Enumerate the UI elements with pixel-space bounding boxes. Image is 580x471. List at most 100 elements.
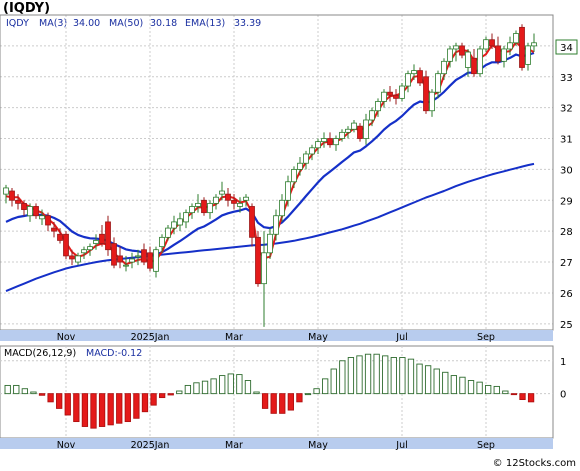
candle [129,252,135,269]
macd-bar [176,390,183,395]
candle [321,132,327,148]
macd-bar [124,393,131,423]
candle [273,209,279,241]
candle [477,45,483,77]
candle-body [495,45,501,62]
candle-body [291,169,297,183]
candle [225,187,231,207]
candle-body [309,147,315,155]
macd-tick-label: 0 [560,390,566,401]
legend-ma50-value: 30.18 [150,18,177,29]
candle [93,234,99,250]
candle [159,234,165,253]
candle-body [15,199,21,204]
macd-bar [270,393,277,414]
macd-bar [201,380,209,395]
candle-body [519,26,525,68]
macd-bar [399,357,406,395]
candle-body [411,70,417,75]
candle [453,42,459,62]
candle-body [507,42,513,50]
candle-body [405,73,411,87]
candle [507,36,513,56]
macd-legend-value: MACD:-0.12 [86,348,142,359]
macd-bar [485,384,492,395]
macd-bar [459,376,466,395]
candle [339,129,345,142]
candle [75,252,81,266]
candle-body [477,48,483,75]
candle [105,215,111,256]
candle-body [399,85,405,99]
macd-bar [253,391,260,395]
candle-body [375,101,381,112]
macd-bar [116,393,123,424]
macd-bar [98,393,106,427]
candle [27,203,33,222]
candle [195,194,201,213]
candle-body [459,45,465,56]
candle-body [9,190,15,201]
price-tick-label: 32 [560,104,573,115]
candle [171,215,177,235]
price-gridlines [0,15,553,330]
candle-body [393,94,399,99]
macd-bar [467,380,475,395]
candle [141,243,147,266]
macd-bar [193,382,200,395]
last-price-box [555,39,578,55]
macd-legend-label: MACD(26,12,9) [4,348,76,359]
candle-body [171,221,177,229]
price-tick-label: 28 [560,227,573,238]
macd-bar [219,375,226,395]
candle [219,181,225,201]
candle [423,70,429,114]
candle [345,126,351,139]
macd-bar [347,357,355,395]
candle-body [27,206,33,217]
candle-body [45,215,51,226]
candle-body [165,227,171,238]
candle-body [243,196,249,201]
candle [231,194,237,210]
last-price-marker: 34 [555,39,578,55]
candle [399,82,405,102]
candle [501,45,507,68]
macd-bar [150,393,157,406]
macd-bar [158,393,166,399]
candle-body [321,138,327,143]
candle [111,237,117,269]
macd-tick-label: 1 [560,357,566,368]
macd-bar [4,384,11,395]
candle-body [303,153,309,164]
date-label: Mar [225,440,243,451]
date-label: Nov [57,440,76,451]
candle [483,36,489,53]
macd-bar [364,353,372,395]
candle [297,157,303,176]
candle [525,42,531,71]
candle-body [129,258,135,263]
legend-ma3-value: 34.00 [73,18,100,29]
candle [213,194,219,210]
price-axis: 25 26 27 28 29 30 31 32 33 34 [560,42,573,331]
macd-bar [56,393,63,409]
candle-body [297,162,303,170]
macd-bar [296,393,303,403]
candle-body [465,51,471,68]
macd-bar [261,393,269,409]
candle-body [231,199,237,204]
candle-body [285,181,291,201]
candle [465,48,471,77]
candle [381,89,387,108]
candle-body [417,70,423,84]
candle-body [99,233,105,244]
candle [261,231,267,327]
macd-bar [141,393,149,413]
candle [243,194,249,207]
ema13-line [5,51,535,257]
candle [87,243,93,256]
price-tick-label: 31 [560,135,573,146]
candle [183,209,189,229]
candle-body [141,249,147,263]
